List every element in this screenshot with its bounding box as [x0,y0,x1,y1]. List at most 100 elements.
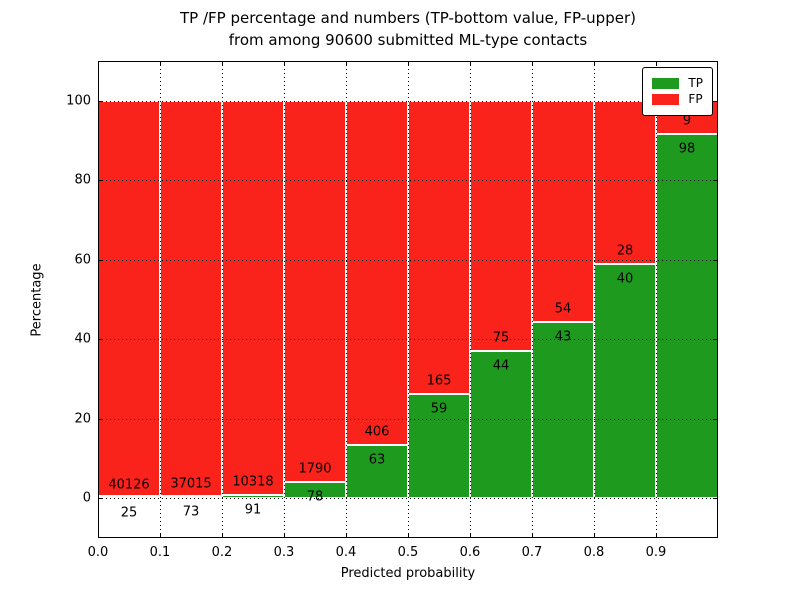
x-tick-mark [594,61,595,66]
y-tick-mark [713,498,718,500]
fp-count-label: 406 [364,424,390,440]
tp-count-label: 43 [554,329,572,345]
x-tick-mark [532,533,533,538]
bar-segment-tp [471,350,531,498]
x-tick-mark [656,61,657,66]
legend-label: TP [688,76,703,90]
legend-swatch-fp [652,94,680,105]
x-tick-mark [160,533,161,538]
chart-title-line1: TP /FP percentage and numbers (TP-bottom… [180,9,636,27]
gridline-horizontal [98,100,718,102]
fp-count-label: 28 [616,243,634,259]
y-tick-label: 60 [74,252,91,268]
bar-segment-tp [409,392,469,498]
gridline-horizontal [98,498,718,500]
gridline-vertical [532,61,533,538]
x-tick-label: 0.0 [87,545,109,560]
gridline-vertical [222,61,223,538]
bar-segment-fp [470,100,532,499]
fp-count-label: 1790 [298,461,332,477]
gridline-vertical [160,61,161,538]
x-tick-mark [656,533,657,538]
x-tick-mark [160,61,161,66]
y-tick-mark [713,339,718,341]
bar-segment-fp [408,100,470,499]
bar-segment-tp [595,263,655,498]
fp-count-label: 10318 [232,474,274,490]
x-tick-label: 0.8 [583,545,605,560]
legend-item: FP [652,93,703,106]
tp-count-label: 25 [120,505,138,521]
y-tick-label: 0 [82,490,91,506]
x-tick-mark [408,61,409,66]
x-tick-mark [284,533,285,538]
fp-count-label: 75 [492,330,510,346]
x-tick-mark [532,61,533,66]
x-tick-label: 0.6 [459,545,481,560]
x-tick-mark [284,61,285,66]
chart-title-line2: from among 90600 submitted ML-type conta… [228,31,588,49]
tp-count-label: 63 [368,452,386,468]
bar-segment-fp [656,100,718,499]
x-tick-mark [222,61,223,66]
fp-count-label: 165 [426,373,452,389]
bar-segment-fp [284,100,346,499]
tp-count-label: 44 [492,358,510,374]
x-tick-mark [222,533,223,538]
x-tick-mark [98,61,99,66]
tp-count-label: 40 [616,271,634,287]
legend-label: FP [688,92,703,106]
y-tick-mark [98,418,103,420]
y-tick-mark [98,339,103,341]
legend-item: TP [652,77,703,90]
x-tick-label: 0.9 [645,545,667,560]
x-tick-label: 0.7 [521,545,543,560]
fp-count-label: 54 [554,301,572,317]
bar-segment-fp [594,100,656,499]
y-tick-label: 20 [74,411,91,427]
y-tick-mark [713,259,718,261]
y-tick-mark [713,100,718,102]
y-tick-mark [98,100,103,102]
x-tick-mark [470,533,471,538]
bar-segment-fp [346,100,408,499]
bar-segment-fp [98,100,160,499]
gridline-vertical [656,61,657,538]
chart-title: TP /FP percentage and numbers (TP-bottom… [98,7,718,51]
x-tick-label: 0.1 [149,545,171,560]
gridline-vertical [346,61,347,538]
x-tick-label: 0.4 [335,545,357,560]
x-tick-mark [470,61,471,66]
x-tick-label: 0.2 [211,545,233,560]
bar-segment-tp [99,495,159,498]
x-tick-mark [98,533,99,538]
x-axis-label: Predicted probability [340,566,476,581]
gridline-vertical [408,61,409,538]
bar-segment-tp [161,495,221,498]
x-tick-mark [346,533,347,538]
fp-count-label: 9 [682,113,692,129]
legend: TP FP [642,67,713,116]
gridline-horizontal [98,180,718,182]
y-axis-label: Percentage [29,263,45,337]
tp-count-label: 59 [430,401,448,417]
y-tick-mark [98,180,103,182]
gridline-horizontal [98,418,718,420]
gridline-horizontal [98,339,718,341]
tp-count-label: 98 [678,141,696,157]
x-tick-label: 0.5 [397,545,419,560]
bar-segment-tp [285,480,345,498]
bar-segment-tp [657,133,717,498]
tp-count-label: 78 [306,489,324,505]
y-tick-mark [98,498,103,500]
gridline-vertical [594,61,595,538]
bar-segment-fp [222,100,284,499]
bar-segment-tp [533,321,593,498]
plot-area: 40126 25 37015 73 10318 91 1790 78 406 63 165 59 75 4… [98,61,718,538]
x-tick-mark [594,533,595,538]
fp-count-label: 37015 [170,476,212,492]
gridline-vertical [284,61,285,538]
legend-swatch-tp [652,78,680,89]
bar-segment-tp [223,493,283,498]
